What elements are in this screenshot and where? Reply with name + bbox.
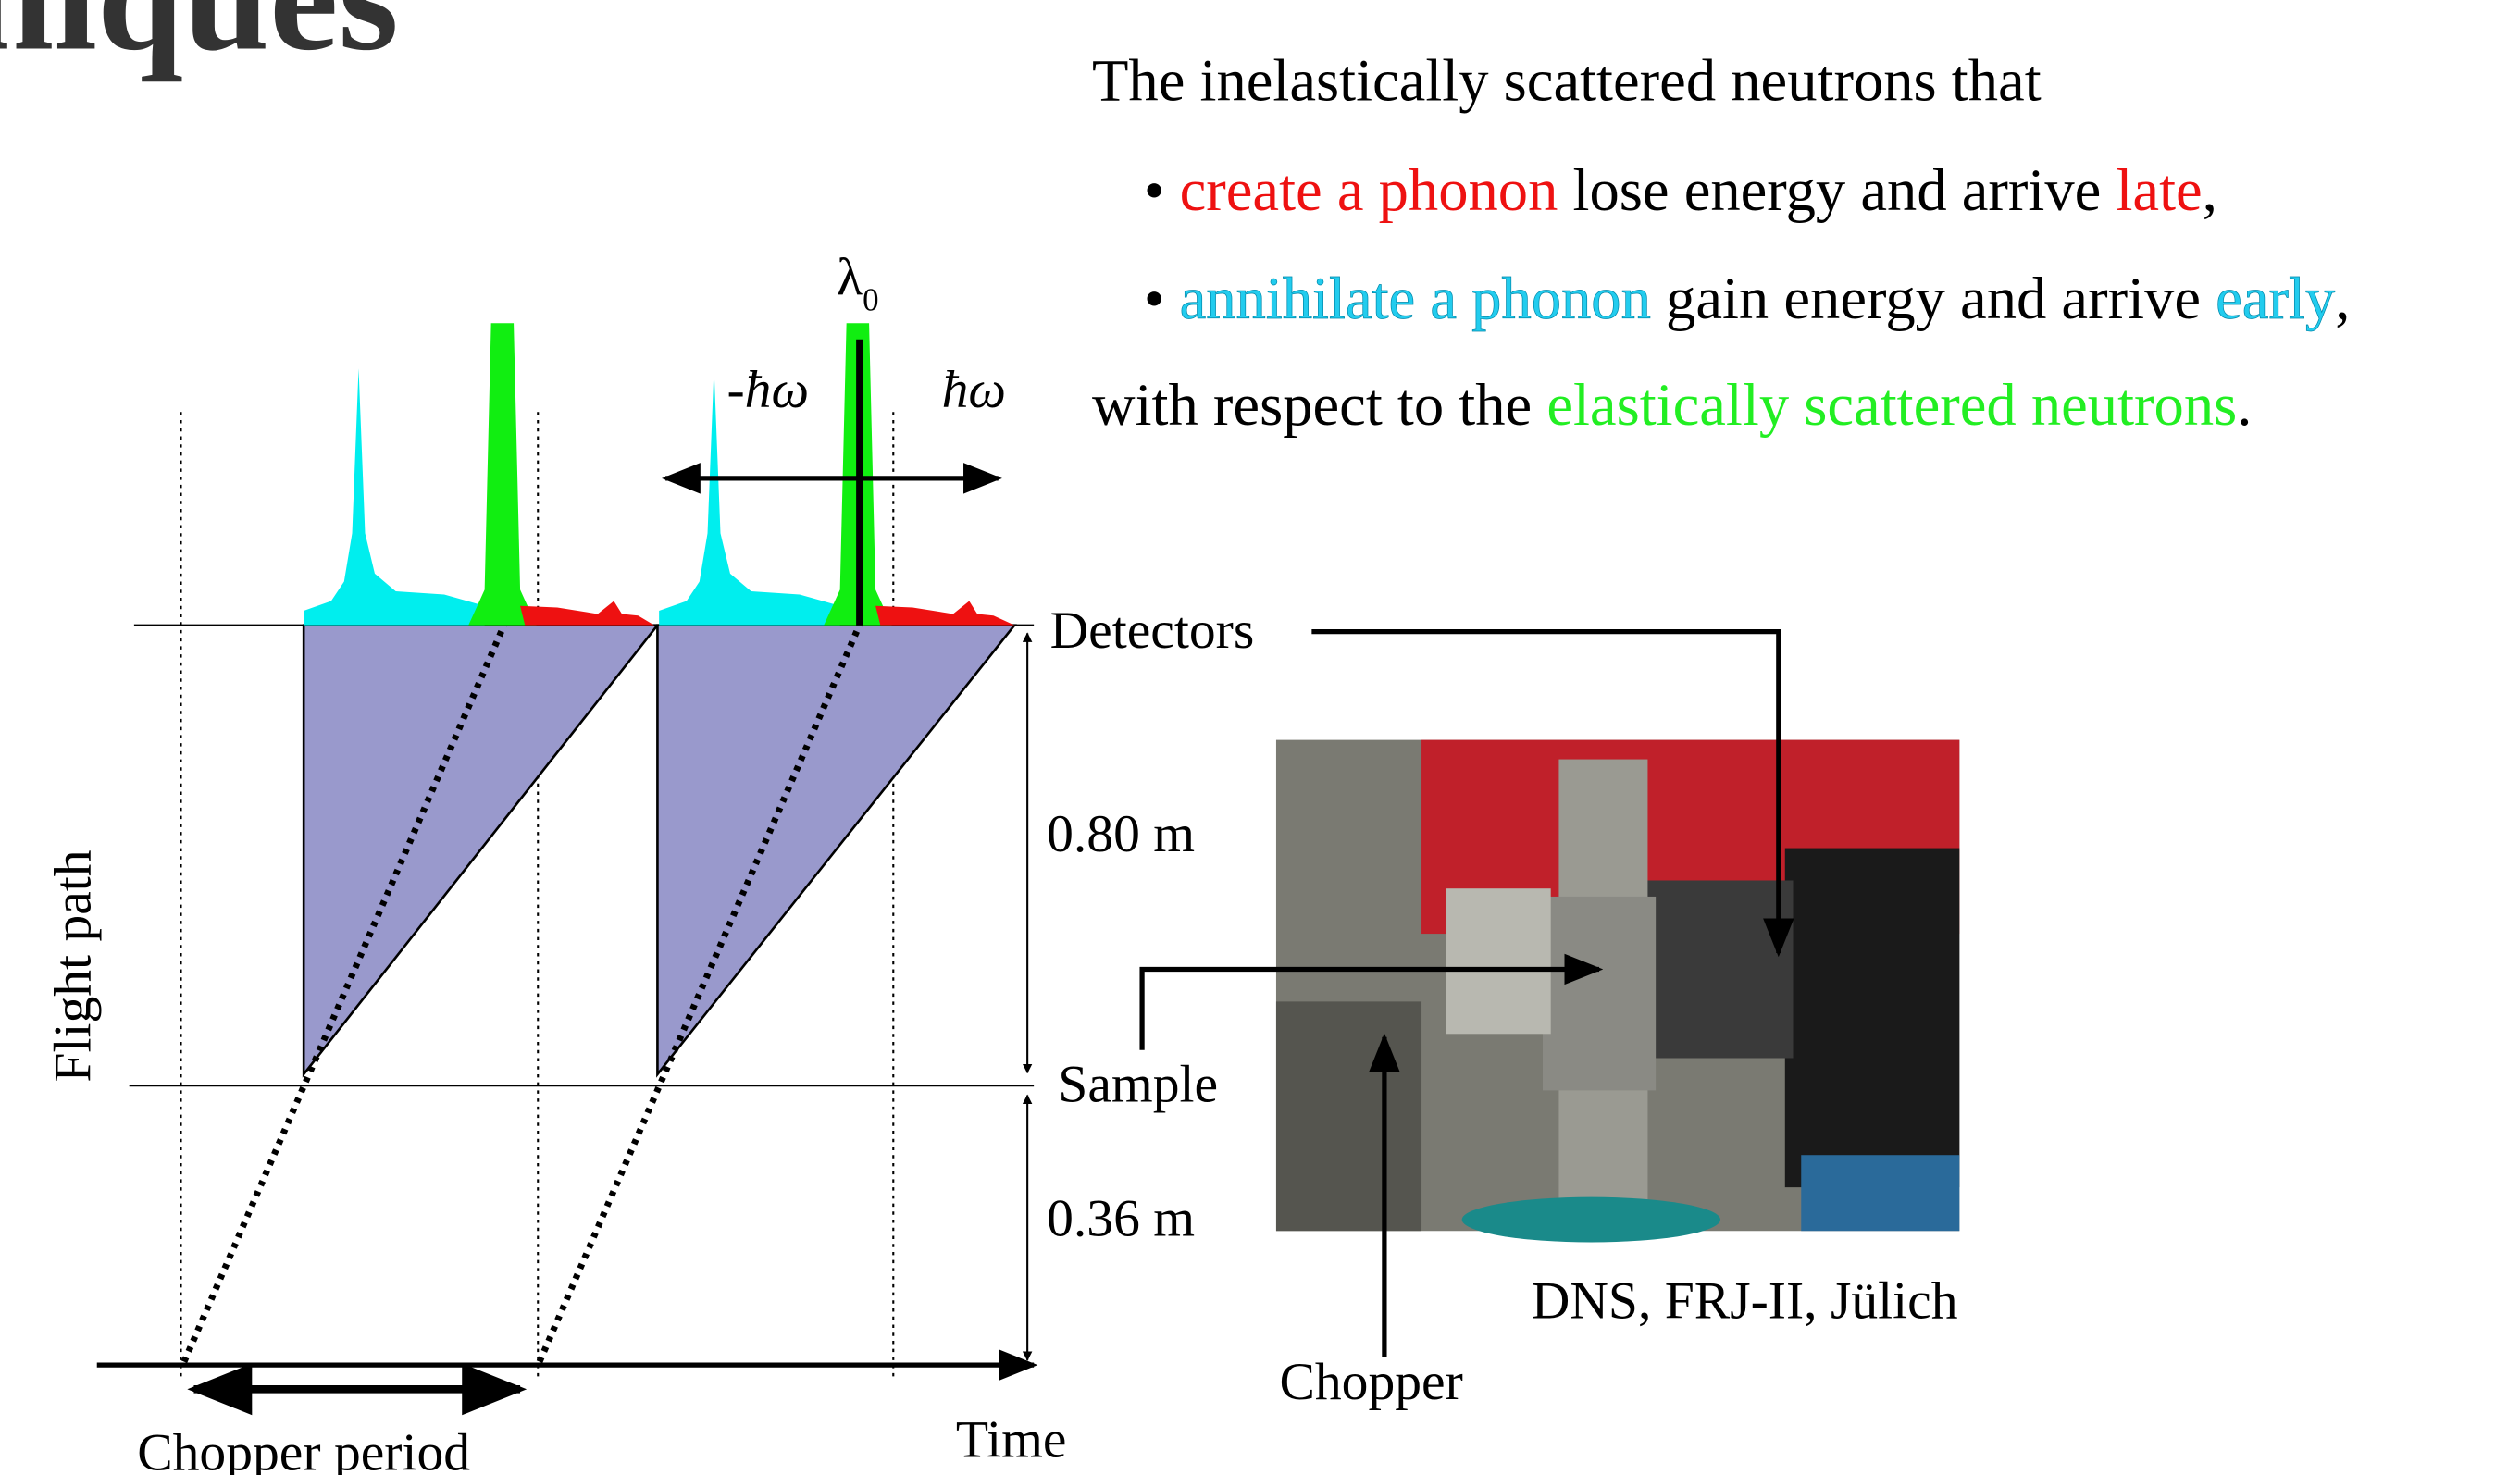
detectors-label: Detectors — [1050, 601, 1255, 660]
intro-text: The inelastically scattered neutrons tha… — [1092, 46, 2042, 113]
text-part: 0 — [863, 281, 878, 317]
text-part: elastically scattered neutrons — [1546, 371, 2237, 438]
closing-text: with respect to the elastically scattere… — [1092, 371, 2252, 438]
bullet: • create a phonon lose energy and arrive… — [1144, 156, 2217, 223]
chopper-label: Chopper — [1279, 1353, 1462, 1411]
chopper-period-label: Chopper period — [137, 1424, 470, 1475]
lambda-label: λ0 — [837, 248, 878, 317]
text-part: annihilate a phonon — [1180, 265, 1651, 331]
photo-caption: DNS, FRJ-II, Jülich — [1532, 1272, 1958, 1331]
x-axis-label: Time — [956, 1411, 1067, 1469]
text-part: late — [2116, 156, 2202, 223]
text-part: . — [2237, 371, 2252, 438]
text-part: , — [2203, 156, 2217, 223]
distance-label: 0.80 m — [1047, 805, 1195, 863]
text-part: lose energy and arrive — [1558, 156, 2116, 223]
instrument-photo — [1275, 739, 1960, 1243]
text-part: early — [2216, 265, 2336, 331]
hbar-omega: ħω — [942, 361, 1006, 419]
minus-hbar-omega: -ħω — [726, 361, 809, 419]
text-part: , — [2335, 265, 2350, 331]
text-part: gain energy and arrive — [1651, 265, 2216, 331]
sample-label: Sample — [1058, 1056, 1218, 1114]
distance-label: 0.36 m — [1047, 1189, 1195, 1247]
text-part: create a phonon — [1180, 156, 1558, 223]
y-axis-label: Flight path — [44, 849, 103, 1082]
text-part: λ — [837, 248, 863, 306]
text-part: with respect to the — [1092, 371, 1546, 438]
slide-title: niques — [0, 0, 399, 83]
time-of-flight-diagram — [96, 323, 1038, 1416]
bullet: • annihilate a phonon gain energy and ar… — [1144, 265, 2351, 331]
